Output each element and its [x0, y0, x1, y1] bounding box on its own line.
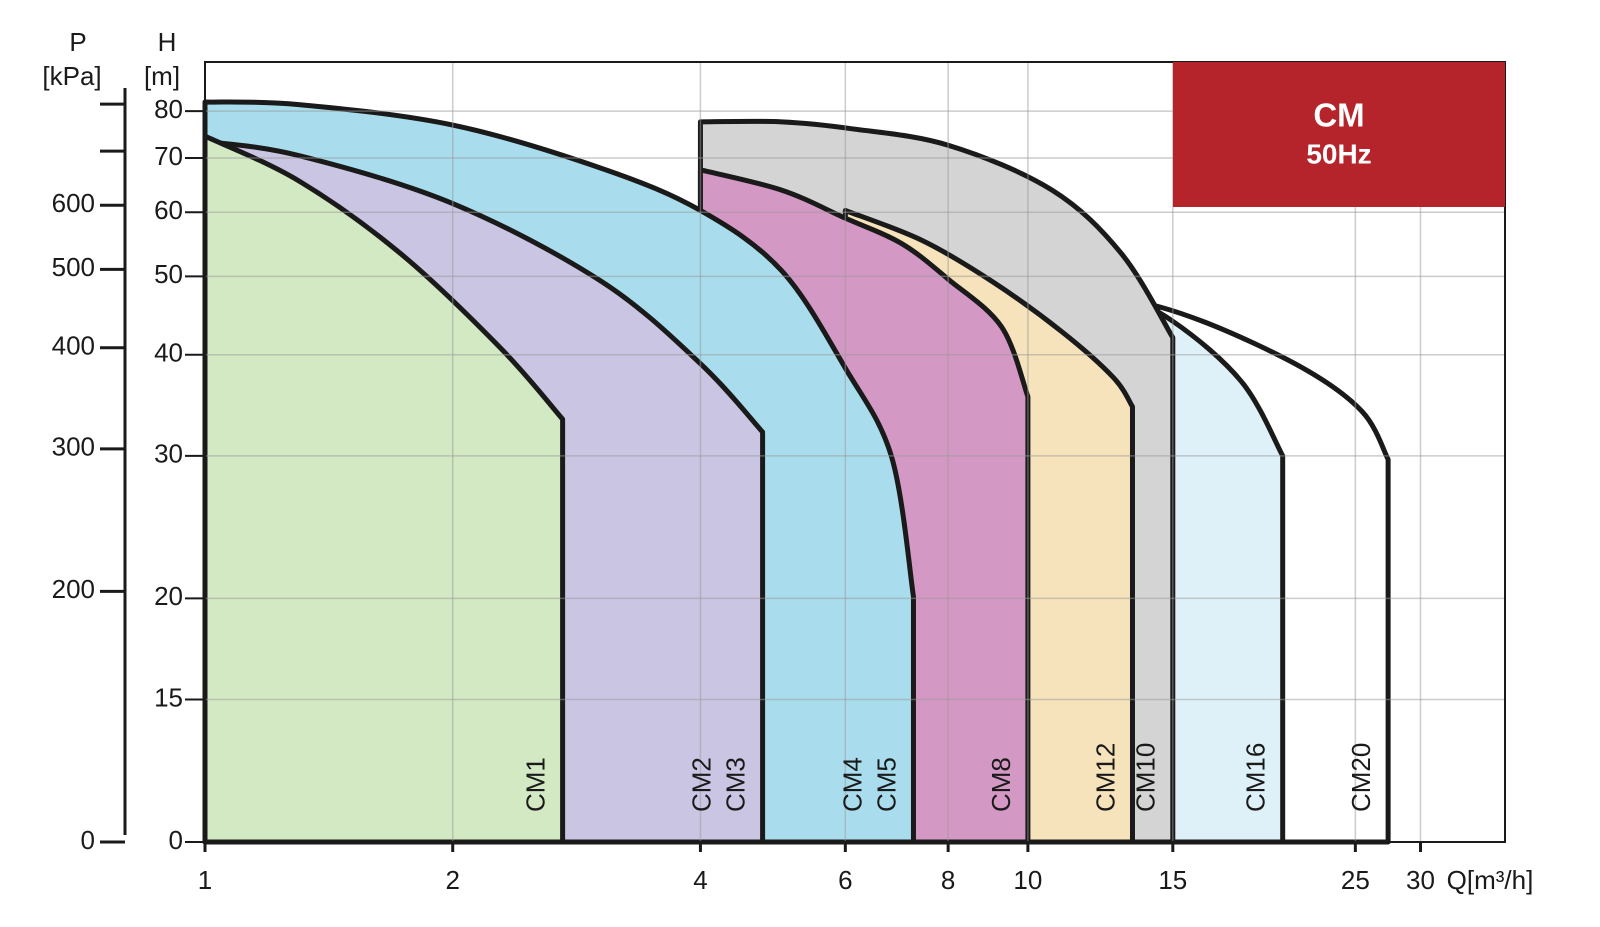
y2-tick-label: 400 — [52, 331, 95, 361]
series-labels: CM20 CM16 CM10 CM12 CM8 CM4 CM5 CM2 CM3 CM1 — [520, 743, 1376, 812]
series-label: CM1 — [520, 757, 550, 812]
title-badge: CM 50Hz — [1173, 62, 1505, 207]
series-label: CM20 — [1346, 743, 1376, 812]
y-axis-label: H — [158, 27, 177, 57]
y-tick-label: 80 — [154, 94, 183, 124]
chart-subtitle: 50Hz — [1306, 138, 1371, 169]
y2-tick-label: 200 — [52, 574, 95, 604]
y-tick-label: 30 — [154, 439, 183, 469]
y-tick-label: 60 — [154, 195, 183, 225]
series-label: CM8 — [986, 757, 1016, 812]
x-tick-label: 30 — [1406, 865, 1435, 895]
x-tick-label: 4 — [693, 865, 707, 895]
y-tick-label: 15 — [154, 682, 183, 712]
series-label: CM12 — [1090, 743, 1120, 812]
series-label: CM4 — [837, 757, 867, 812]
x-tick-label: 10 — [1013, 865, 1042, 895]
y2-axis-label: P — [69, 27, 86, 57]
y2-tick-label: 300 — [52, 432, 95, 462]
y2-tick-label: 600 — [52, 188, 95, 218]
x-tick-label: 15 — [1158, 865, 1187, 895]
series-label: CM3 — [720, 757, 750, 812]
chart-title: CM — [1313, 97, 1364, 134]
series-label: CM2 — [686, 757, 716, 812]
areas — [202, 99, 1391, 845]
y2-tick-label: 500 — [52, 252, 95, 282]
y-tick-label: 0 — [169, 825, 183, 855]
x-tick-label: 25 — [1341, 865, 1370, 895]
x-tick-label: 8 — [941, 865, 955, 895]
x-tick-label: 1 — [198, 865, 212, 895]
x-tick-label: 6 — [838, 865, 852, 895]
series-label: CM5 — [871, 757, 901, 812]
plot-frame — [204, 61, 1506, 843]
y-tick-label: 70 — [154, 141, 183, 171]
y-axis-unit: [m] — [144, 61, 180, 91]
y-tick-label: 20 — [154, 581, 183, 611]
y-tick-label: 40 — [154, 338, 183, 368]
pump-area — [202, 133, 566, 845]
series-label: CM16 — [1241, 743, 1271, 812]
y-tick-label: 50 — [154, 259, 183, 289]
y2-axis-unit: [kPa] — [42, 61, 101, 91]
y2-tick-label: 0 — [81, 825, 95, 855]
x-tick-label: 2 — [445, 865, 459, 895]
title-box — [1173, 62, 1505, 207]
series-label: CM10 — [1131, 743, 1161, 812]
x-axis-label: Q[m³/h] — [1447, 865, 1534, 895]
